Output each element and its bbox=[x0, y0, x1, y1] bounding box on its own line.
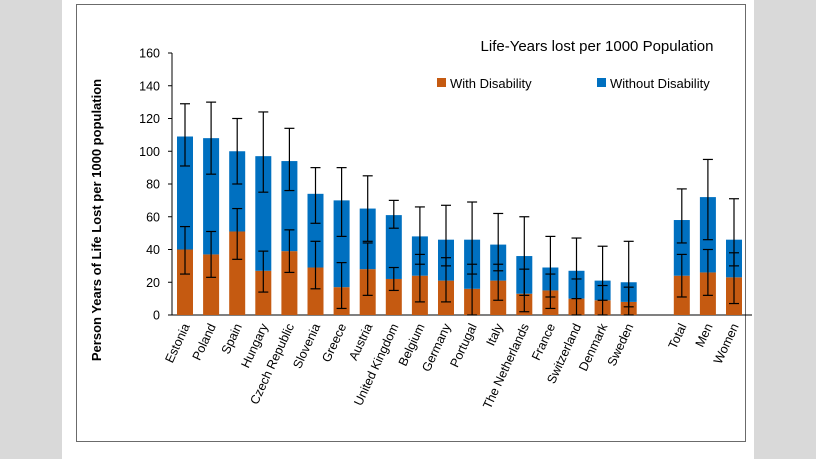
error-bar-with-disability bbox=[180, 225, 190, 275]
y-tick-label: 160 bbox=[139, 47, 160, 61]
error-bar-without-disability bbox=[362, 175, 373, 242]
legend-label-with-disability: With Disability bbox=[450, 76, 532, 91]
bar-with-disability bbox=[385, 278, 402, 315]
error-bar-without-disability bbox=[232, 117, 243, 185]
error-bar-with-disability bbox=[284, 229, 295, 274]
x-category-label: Men bbox=[693, 321, 716, 349]
y-axis-title: Person Years of Life Lost per 1000 popul… bbox=[89, 79, 104, 361]
error-bar-without-disability bbox=[571, 237, 582, 300]
bar-without-disability bbox=[385, 215, 402, 279]
bars bbox=[177, 136, 742, 315]
bar-with-disability bbox=[229, 231, 246, 315]
error-bar-without-disability bbox=[258, 111, 269, 193]
bar-with-disability bbox=[255, 270, 272, 315]
error-bar-without-disability bbox=[284, 127, 295, 192]
x-category-label: Spain bbox=[219, 321, 245, 356]
y-tick-label: 120 bbox=[139, 112, 160, 126]
x-category-label: Estonia bbox=[162, 321, 192, 365]
error-bars bbox=[180, 101, 739, 316]
y-tick-label: 20 bbox=[146, 276, 160, 290]
error-bar-without-disability bbox=[623, 240, 634, 308]
bar-without-disability bbox=[229, 151, 246, 232]
error-bar-with-disability bbox=[362, 242, 373, 296]
error-bar-with-disability bbox=[702, 248, 713, 296]
error-bar-with-disability bbox=[206, 230, 217, 278]
y-tick-label: 0 bbox=[153, 309, 160, 323]
y-tick-label: 140 bbox=[139, 79, 160, 93]
error-bar-without-disability bbox=[493, 212, 504, 272]
bar-with-disability bbox=[203, 254, 220, 315]
error-bar-without-disability bbox=[206, 101, 217, 175]
bar-without-disability bbox=[255, 156, 272, 271]
error-bar-without-disability bbox=[388, 199, 399, 229]
error-bar-without-disability bbox=[702, 158, 713, 241]
bar-without-disability bbox=[281, 161, 298, 252]
bar-without-disability bbox=[203, 138, 220, 255]
error-bar-without-disability bbox=[545, 235, 556, 298]
error-bar-without-disability bbox=[597, 245, 608, 301]
chart-frame bbox=[76, 4, 746, 442]
error-bar-with-disability bbox=[232, 207, 243, 260]
error-bar-without-disability bbox=[310, 167, 321, 224]
legend-label-without-disability: Without Disability bbox=[610, 76, 710, 91]
error-bar-without-disability bbox=[676, 188, 687, 244]
error-bar-without-disability bbox=[467, 201, 478, 275]
legend-swatch-without-disability bbox=[597, 78, 606, 87]
error-bar-with-disability bbox=[388, 266, 399, 292]
y-tick-label: 80 bbox=[146, 178, 160, 192]
error-bar-without-disability bbox=[336, 167, 347, 237]
error-bar-without-disability bbox=[180, 103, 190, 167]
error-bar-with-disability bbox=[336, 262, 347, 310]
error-bar-with-disability bbox=[258, 250, 269, 293]
bar-without-disability bbox=[307, 193, 324, 268]
y-tick-label: 60 bbox=[146, 210, 160, 224]
legend: With Disability Without Disability bbox=[437, 76, 710, 91]
x-category-label: Poland bbox=[190, 321, 219, 362]
bar-with-disability bbox=[177, 249, 193, 315]
x-category-label: Total bbox=[666, 321, 690, 351]
error-bar-with-disability bbox=[310, 240, 321, 290]
legend-swatch-with-disability bbox=[437, 78, 446, 87]
y-tick-label: 100 bbox=[139, 145, 160, 159]
x-category-label: Women bbox=[711, 321, 742, 366]
bar-without-disability bbox=[177, 136, 193, 250]
error-bar-without-disability bbox=[441, 204, 451, 267]
bar-with-disability bbox=[281, 251, 298, 315]
x-category-label: France bbox=[529, 321, 558, 362]
bar-without-disability bbox=[673, 220, 690, 276]
x-category-label: Greece bbox=[319, 321, 349, 364]
y-tick-label: 40 bbox=[146, 243, 160, 257]
error-bar-without-disability bbox=[729, 198, 739, 267]
error-bar-without-disability bbox=[519, 216, 530, 296]
error-bar-with-disability bbox=[676, 253, 687, 298]
chart-title: Life-Years lost per 1000 Population bbox=[481, 38, 714, 55]
x-category-label: Austria bbox=[346, 321, 375, 362]
error-bar-without-disability bbox=[414, 206, 425, 265]
x-category-label: Italy bbox=[484, 321, 507, 348]
bar-without-disability bbox=[333, 200, 350, 288]
bar-with-disability bbox=[307, 267, 324, 315]
